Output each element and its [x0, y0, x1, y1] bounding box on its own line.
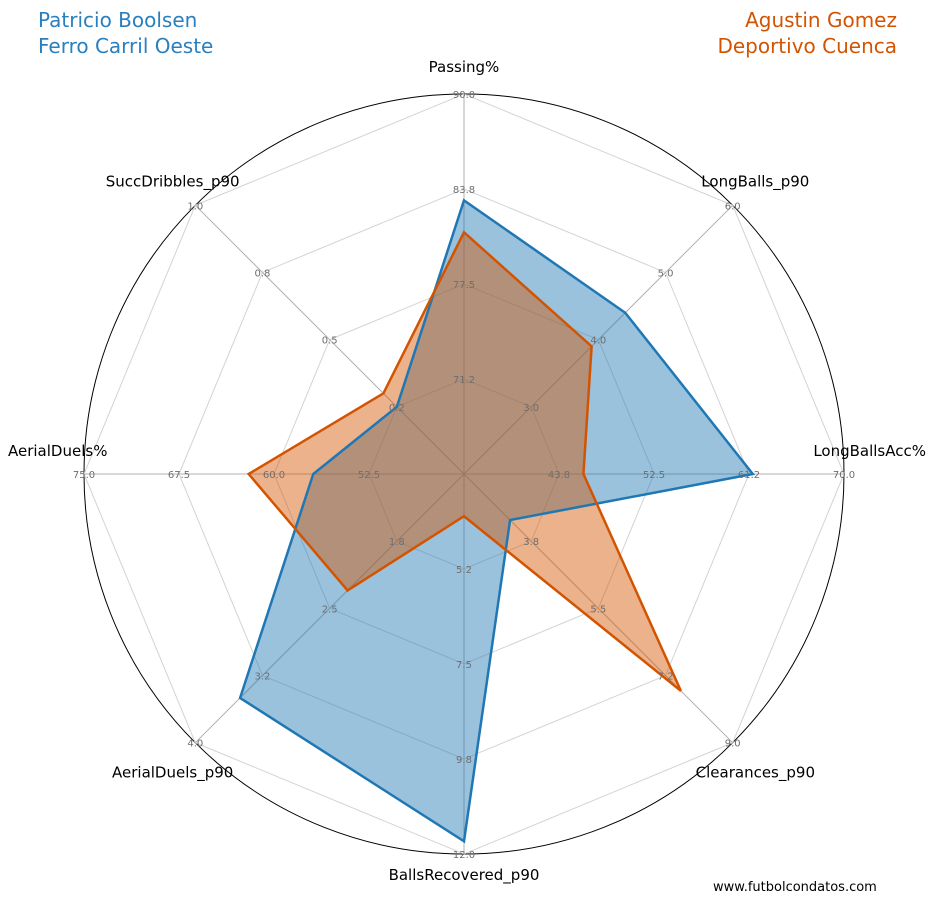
tick-label: 90.0	[453, 90, 475, 101]
tick-label: 1.0	[187, 201, 203, 212]
player1-name: Patricio Boolsen	[38, 8, 198, 32]
axis-label: AerialDuels_p90	[112, 763, 233, 782]
player2-team: Deportivo Cuenca	[717, 34, 897, 58]
tick-label: 7.2	[658, 672, 674, 683]
tick-label: 70.0	[833, 470, 855, 481]
tick-label: 0.2	[389, 403, 405, 414]
player1-team: Ferro Carril Oeste	[38, 34, 214, 58]
tick-label: 7.5	[456, 660, 472, 671]
tick-label: 3.2	[255, 672, 271, 683]
tick-label: 4.0	[187, 739, 203, 750]
tick-label: 5.5	[590, 604, 606, 615]
tick-label: 3.8	[523, 537, 539, 548]
tick-label: 9.0	[725, 739, 741, 750]
tick-label: 71.2	[453, 375, 475, 386]
player2-title: Agustin Gomez Deportivo Cuenca	[717, 7, 897, 59]
tick-label: 6.0	[725, 201, 741, 212]
axis-label: LongBallsAcc%	[813, 442, 926, 460]
player1-title: Patricio Boolsen Ferro Carril Oeste	[38, 7, 213, 59]
tick-label: 52.5	[358, 470, 380, 481]
tick-label: 77.5	[453, 280, 475, 291]
tick-label: 2.5	[322, 604, 338, 615]
axis-spoke	[463, 473, 734, 744]
tick-label: 4.0	[590, 336, 606, 347]
tick-label: 83.8	[453, 185, 475, 196]
series-area-2	[248, 232, 681, 691]
tick-label: 3.0	[523, 403, 539, 414]
tick-label: 61.2	[738, 470, 760, 481]
tick-label: 60.0	[263, 470, 285, 481]
tick-label: 75.0	[73, 470, 95, 481]
axis-label: AerialDuels%	[8, 442, 107, 460]
axis-spoke	[194, 204, 465, 475]
footer-url: www.futbolcondatos.com	[713, 880, 877, 895]
tick-label: 0.5	[322, 336, 338, 347]
tick-label: 5.0	[658, 268, 674, 279]
axis-spoke	[463, 204, 734, 475]
tick-label: 67.5	[168, 470, 190, 481]
axis-label: Passing%	[429, 58, 500, 76]
tick-label: 5.2	[456, 565, 472, 576]
tick-label: 9.8	[456, 755, 472, 766]
tick-label: 1.8	[389, 537, 405, 548]
tick-label: 52.5	[643, 470, 665, 481]
series-area-1	[240, 200, 753, 842]
axis-label: SuccDribbles_p90	[106, 173, 240, 192]
tick-label: 12.0	[453, 850, 475, 861]
player2-name: Agustin Gomez	[745, 8, 897, 32]
tick-label: 0.8	[255, 268, 271, 279]
axis-label: BallsRecovered_p90	[389, 866, 540, 885]
axis-label: Clearances_p90	[696, 763, 815, 782]
axis-label: LongBalls_p90	[701, 173, 809, 192]
tick-label: 43.8	[548, 470, 570, 481]
